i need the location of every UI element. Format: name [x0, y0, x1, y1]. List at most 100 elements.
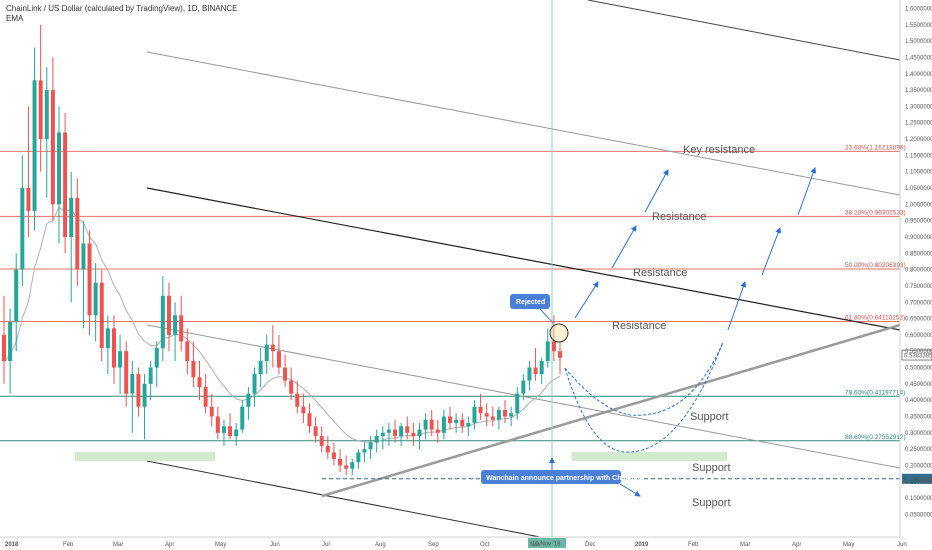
current-price-text: 0.53833854: [904, 354, 932, 360]
candle-body: [411, 432, 416, 437]
price-tick-label: 1.55000000: [905, 23, 932, 29]
candle-body: [93, 282, 98, 316]
fib-level-label: 78.60%(0.41197714): [845, 389, 905, 396]
time-tick-label: 2018: [5, 542, 19, 548]
projection-arrow: [611, 225, 637, 269]
ema-polyline: [3, 206, 561, 443]
candle-body: [331, 452, 336, 459]
price-tick-label: 0.25000000: [905, 447, 932, 453]
candle-body: [154, 347, 159, 368]
candle-body: [490, 416, 495, 420]
rejected-callout-text: Rejected: [516, 299, 545, 306]
candle-body: [478, 406, 483, 414]
price-tick-label: 1.20000000: [905, 137, 932, 143]
candle-body: [509, 413, 514, 417]
time-tick-label: Nov: [530, 542, 541, 548]
indicator-label: EMA: [6, 14, 24, 23]
candle-body: [209, 406, 214, 417]
time-tick-label: Mar: [113, 542, 123, 548]
price-tick-label: 0.50000000: [905, 366, 932, 372]
time-tick-label: Dec: [585, 542, 596, 548]
time-tick-label: Apr: [165, 542, 174, 548]
rejected-circle: [549, 323, 569, 343]
candle-body: [246, 393, 251, 407]
resistance-label: Resistance: [633, 267, 687, 279]
candle-body: [466, 423, 471, 427]
resistance-label: Resistance: [652, 211, 706, 223]
candle-body: [460, 419, 465, 427]
candle-body: [356, 452, 361, 463]
candle-body: [448, 416, 453, 424]
candle-body: [313, 426, 318, 437]
cursor-date-box: [528, 538, 566, 548]
candle-body: [393, 429, 398, 437]
candle-body: [87, 243, 92, 316]
candle-body: [191, 361, 196, 378]
price-tick-label: 1.60000000: [905, 7, 932, 13]
support-price-box: [902, 473, 932, 484]
candle-body: [32, 80, 37, 211]
candle-body: [264, 344, 269, 362]
candle-body: [319, 436, 324, 446]
fib-level-label: 61.80%(0.64110252): [845, 314, 905, 321]
price-tick-label: 0.85000000: [905, 251, 932, 257]
projection-arrow: [797, 167, 817, 216]
candle-body: [325, 445, 330, 453]
candle-body: [558, 351, 562, 358]
support-label: Support: [690, 411, 729, 423]
candle-body: [527, 367, 532, 381]
candle-body: [350, 462, 355, 469]
candle-body: [551, 341, 556, 352]
price-tick-label: 0.35000000: [905, 415, 932, 421]
candle-body: [221, 426, 226, 433]
candle-body: [276, 351, 281, 368]
candle-body: [399, 426, 404, 437]
price-tick-label: 1.00000000: [905, 202, 932, 208]
time-tick-label: Jun: [270, 542, 280, 548]
time-tick-label: Aug: [375, 542, 386, 548]
candle-body: [423, 419, 428, 430]
projection-arrow: [574, 281, 599, 319]
candle-body: [118, 351, 123, 368]
price-tick-label: 1.35000000: [905, 88, 932, 94]
support-zone-left: [75, 452, 215, 461]
candle-body: [130, 374, 135, 394]
candle-body: [405, 426, 410, 433]
price-tick-label: 1.05000000: [905, 186, 932, 192]
price-tick-label: 1.50000000: [905, 39, 932, 45]
ascending-trendline: [321, 323, 901, 498]
time-tick-label: Feb: [688, 542, 699, 548]
candle-body: [203, 387, 208, 407]
candle-body: [380, 432, 385, 437]
candle-body: [472, 406, 477, 424]
candle-body: [124, 351, 129, 394]
price-tick-label: 0.65000000: [905, 317, 932, 323]
projection-curve-upper: [564, 341, 724, 416]
candle-body: [2, 334, 6, 362]
candle-body: [484, 413, 489, 417]
price-tick-label: 0.70000000: [905, 300, 932, 306]
wanchain-arrow: [619, 483, 641, 497]
candle-body: [301, 406, 306, 414]
upper-channel-inner-line: [146, 51, 901, 196]
candle-body: [374, 436, 379, 443]
candle-body: [99, 282, 104, 348]
candle-body: [338, 458, 343, 466]
candle-body: [539, 361, 544, 375]
candle-body: [307, 413, 312, 427]
candle-body: [26, 188, 31, 211]
fib-level-label: 88.60%(0.27552912): [845, 434, 906, 441]
candle-body: [515, 393, 520, 414]
projection-arrow: [761, 227, 782, 276]
candle-body: [252, 374, 257, 394]
price-tick-label: 1.30000000: [905, 104, 932, 110]
candle-body: [283, 367, 288, 381]
key-resistance-label: Key resistance: [683, 144, 755, 156]
time-tick-label: May: [215, 542, 226, 548]
candle-body: [8, 321, 13, 362]
candle-body: [50, 90, 55, 205]
price-tick-label: 0.15000000: [905, 480, 932, 486]
candle-body: [20, 188, 25, 270]
candle-body: [38, 80, 43, 140]
